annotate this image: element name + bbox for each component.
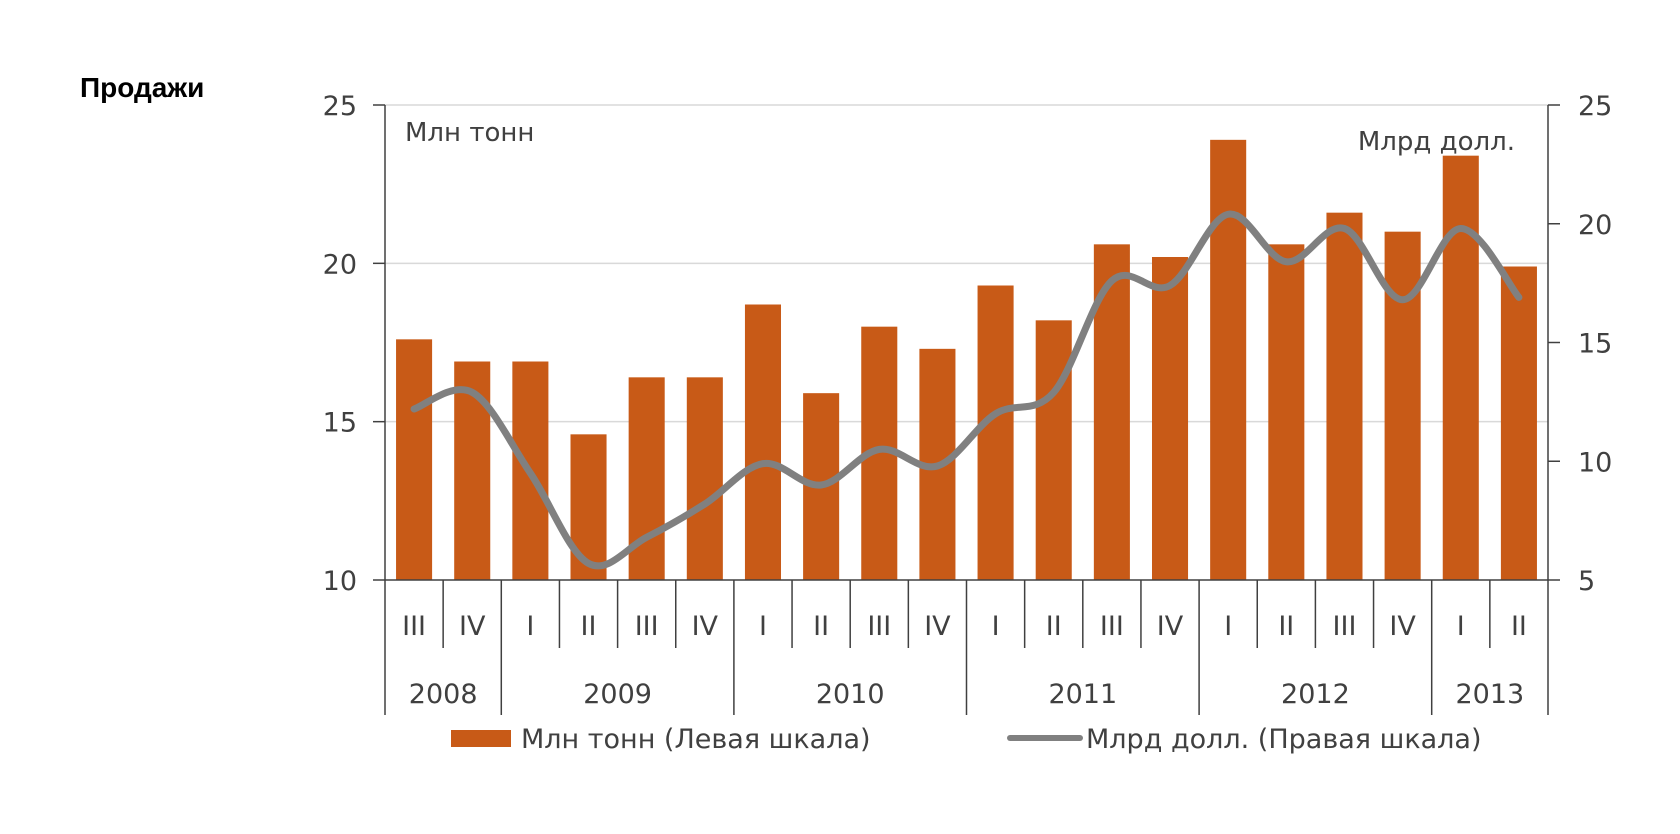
left-tick-label: 20 <box>323 249 357 280</box>
quarter-label: IV <box>459 611 486 642</box>
legend-line-label: Млрд долл. (Правая шкала) <box>1086 724 1482 755</box>
bar <box>744 304 782 580</box>
bar <box>1151 257 1189 580</box>
right-tick-label: 20 <box>1578 210 1612 241</box>
left-unit-label: Млн тонн <box>405 118 534 148</box>
axes <box>373 104 1560 715</box>
line-series-path <box>410 210 1523 570</box>
quarter-label: IV <box>924 611 951 642</box>
left-tick-label: 25 <box>323 91 357 122</box>
legend-bar-swatch <box>451 730 511 747</box>
bar <box>977 285 1014 580</box>
quarter-label: II <box>1278 611 1294 642</box>
bar-series <box>396 139 1537 581</box>
bar <box>570 434 607 580</box>
year-label: 2010 <box>816 679 885 710</box>
page-title: Продажи <box>80 72 205 103</box>
bar <box>1442 155 1479 580</box>
quarter-label: III <box>402 611 426 642</box>
quarter-label: I <box>1457 611 1465 642</box>
bar <box>1384 231 1421 580</box>
left-tick-label: 15 <box>323 408 357 439</box>
right-tick-label: 5 <box>1578 566 1595 597</box>
quarter-label: II <box>1046 611 1062 642</box>
right-tick-label: 15 <box>1578 329 1612 360</box>
year-label: 2011 <box>1048 679 1117 710</box>
right-tick-label: 25 <box>1578 91 1612 122</box>
bar <box>396 339 433 580</box>
quarter-label: I <box>1224 611 1232 642</box>
quarter-label: II <box>813 611 829 642</box>
right-tick-label: 10 <box>1578 447 1612 478</box>
quarter-label: IV <box>692 611 719 642</box>
line-series <box>410 210 1523 570</box>
left-tick-label: 10 <box>323 566 357 597</box>
right-unit-label: Млрд долл. <box>1358 127 1515 157</box>
quarter-label: IV <box>1157 611 1184 642</box>
quarter-label: I <box>526 611 534 642</box>
quarter-label: III <box>1333 611 1357 642</box>
quarter-label: III <box>1100 611 1124 642</box>
quarter-label: I <box>759 611 767 642</box>
bar <box>1210 139 1247 581</box>
quarter-label: II <box>1511 611 1527 642</box>
bar <box>686 377 723 580</box>
quarter-label: II <box>581 611 597 642</box>
year-label: 2008 <box>409 679 478 710</box>
legend-bar-label: Млн тонн (Левая шкала) <box>521 724 871 755</box>
bar <box>1500 266 1537 580</box>
legend: Млн тонн (Левая шкала) Млрд долл. (Права… <box>451 724 1482 755</box>
quarter-label: III <box>867 611 891 642</box>
quarter-label: I <box>992 611 1000 642</box>
bar <box>1268 244 1305 581</box>
year-label: 2012 <box>1281 679 1350 710</box>
year-label: 2009 <box>583 679 652 710</box>
quarter-label: IV <box>1389 611 1416 642</box>
bar <box>1035 320 1072 580</box>
quarter-label: III <box>635 611 659 642</box>
year-label: 2013 <box>1455 679 1524 710</box>
bar <box>1326 212 1363 580</box>
